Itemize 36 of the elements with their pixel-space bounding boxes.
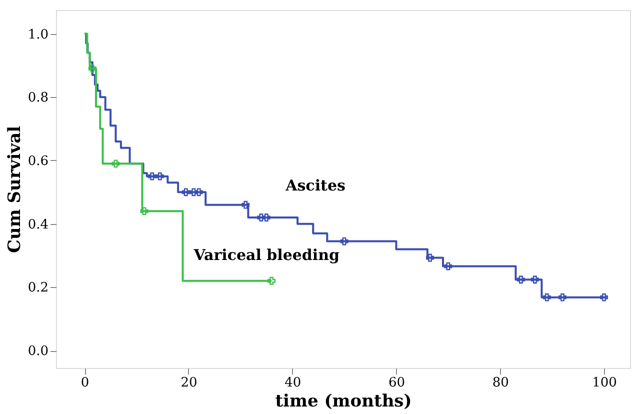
point bbox=[600, 293, 608, 302]
point bbox=[426, 254, 434, 262]
x-tick-label: 100 bbox=[592, 376, 617, 390]
point bbox=[112, 160, 120, 168]
point bbox=[542, 293, 551, 302]
point bbox=[257, 214, 266, 222]
point bbox=[190, 188, 198, 196]
series-label: Ascites bbox=[284, 176, 346, 194]
point bbox=[182, 188, 190, 196]
point bbox=[444, 262, 452, 270]
y-tick-label: 1.0 bbox=[28, 27, 48, 42]
x-tick-label: 0 bbox=[80, 376, 90, 390]
point bbox=[558, 293, 566, 302]
y-tick-label: 0.8 bbox=[28, 90, 48, 106]
point bbox=[194, 188, 203, 196]
x-tick-label: 40 bbox=[284, 376, 302, 390]
x-tick-label: 20 bbox=[180, 376, 198, 390]
point bbox=[516, 276, 525, 284]
y-tick-label: 0.2 bbox=[28, 280, 48, 296]
point bbox=[340, 237, 348, 246]
point bbox=[140, 207, 148, 216]
point bbox=[268, 276, 276, 285]
x-tick-label: 80 bbox=[492, 376, 509, 390]
point bbox=[88, 64, 96, 73]
point bbox=[242, 200, 250, 209]
point bbox=[530, 276, 539, 284]
point bbox=[148, 172, 156, 180]
point bbox=[156, 172, 164, 180]
y-tick-label: 0.4 bbox=[28, 217, 48, 232]
y-tick-label: 0.0 bbox=[28, 344, 48, 360]
x-tick-label: 60 bbox=[388, 376, 406, 390]
series-label: Variceal bleeding bbox=[192, 246, 340, 264]
y-axis-title: Cum Survival bbox=[4, 125, 25, 254]
y-tick-label: 0.6 bbox=[28, 154, 48, 169]
x-axis-title: time (months) bbox=[275, 392, 412, 412]
point bbox=[262, 214, 270, 222]
